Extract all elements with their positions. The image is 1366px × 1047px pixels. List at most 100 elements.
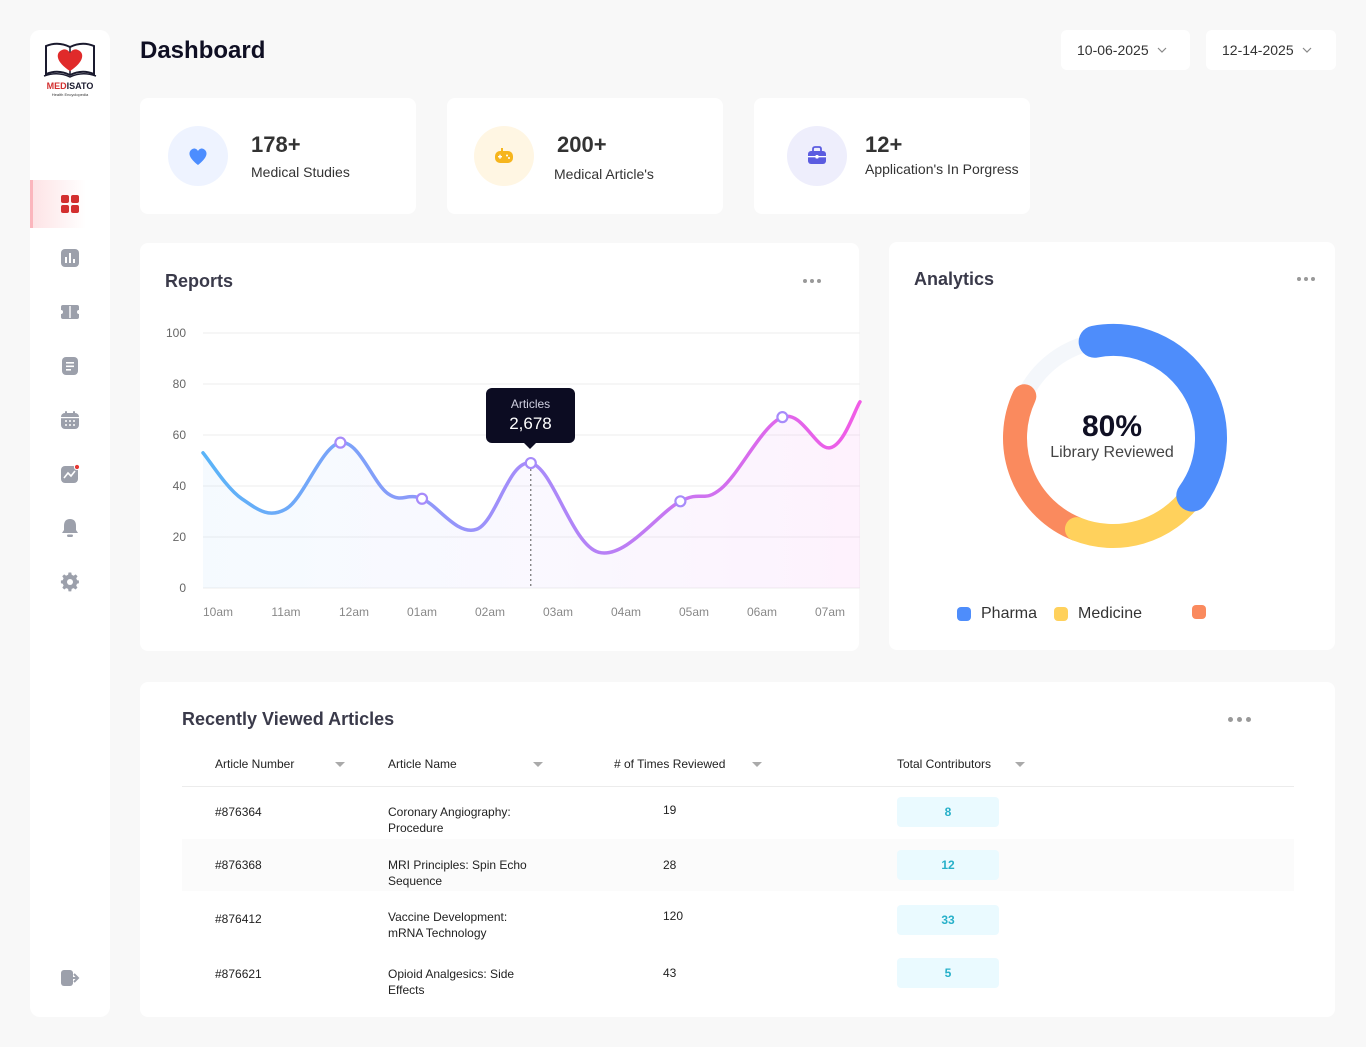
data-point[interactable] xyxy=(674,495,687,508)
y-tick-label: 100 xyxy=(166,326,186,340)
table-row[interactable]: #876364 Coronary Angiography: Procedure 1… xyxy=(182,786,1294,838)
sidebar-item-notifications[interactable] xyxy=(30,504,110,552)
date-to-picker[interactable]: 12-14-2025 xyxy=(1206,30,1336,70)
reports-more-button[interactable] xyxy=(803,279,821,283)
brand-logo[interactable]: MEDISATO Health Encyclopedia xyxy=(40,38,100,102)
legend-other xyxy=(1192,605,1216,619)
tooltip-value: 2,678 xyxy=(509,414,552,433)
donut-segment[interactable] xyxy=(1078,324,1227,512)
chevron-down-icon xyxy=(1157,47,1167,53)
analytics-panel xyxy=(889,242,1335,650)
cell-article-name: Coronary Angiography: Procedure xyxy=(388,805,511,835)
column-header-total-contributors[interactable]: Total Contributors xyxy=(897,757,1025,771)
data-point[interactable] xyxy=(776,411,789,424)
cell-times-reviewed: 43 xyxy=(663,966,677,980)
stat-icon-wrap xyxy=(787,126,847,186)
table-row[interactable]: #876412 Vaccine Development: mRNA Technol… xyxy=(182,891,1294,943)
cell-article-number: #876621 xyxy=(215,967,262,981)
date-to-value: 12-14-2025 xyxy=(1222,42,1294,58)
reports-chart: 0 20 40 60 80 100 10am 11am 12am 01am 02am 03am 04a… xyxy=(166,326,862,619)
sort-caret-icon[interactable] xyxy=(335,762,345,767)
analytics-title: Analytics xyxy=(914,269,995,289)
sidebar-item-tickets[interactable] xyxy=(30,288,110,336)
ticket-icon xyxy=(61,305,79,319)
cell-times-reviewed: 120 xyxy=(663,909,684,923)
data-point[interactable] xyxy=(415,492,429,505)
contributors-badge: 5 xyxy=(897,958,999,988)
gamepad-icon xyxy=(495,148,513,163)
cell-article-number: #876368 xyxy=(215,858,262,872)
brand-tagline: Health Encyclopedia xyxy=(51,92,89,97)
x-tick-label: 03am xyxy=(543,605,573,619)
book-heart-icon xyxy=(43,42,97,78)
page-title: Dashboard xyxy=(140,37,266,64)
x-tick-label: 11am xyxy=(271,605,300,619)
legend-medicine: Medicine xyxy=(1054,605,1142,623)
y-tick-label: 60 xyxy=(173,428,187,442)
column-header-label: Article Name xyxy=(388,757,457,771)
logout-button[interactable] xyxy=(30,954,110,1002)
y-tick-label: 40 xyxy=(173,479,187,493)
contributors-badge: 8 xyxy=(897,797,999,827)
sidebar-item-calendar[interactable] xyxy=(30,396,110,444)
logout-icon xyxy=(61,970,80,986)
legend-swatch xyxy=(957,607,971,621)
briefcase-icon xyxy=(808,146,826,164)
date-from-picker[interactable]: 10-06-2025 xyxy=(1061,30,1190,70)
gear-icon xyxy=(60,572,79,592)
grid-icon xyxy=(61,195,79,213)
donut-center: 80% Library Reviewed xyxy=(1012,410,1212,462)
stat-value: 200+ xyxy=(557,132,607,157)
legend-label: Medicine xyxy=(1078,605,1143,622)
column-header-times-reviewed[interactable]: # of Times Reviewed xyxy=(614,757,762,771)
cell-article-number: #876412 xyxy=(215,912,262,926)
x-tick-label: 04am xyxy=(611,605,641,619)
heart-icon xyxy=(189,148,207,165)
sidebar-item-trends[interactable] xyxy=(30,450,110,498)
stat-label: Medical Studies xyxy=(251,164,350,180)
donut-segment[interactable] xyxy=(1064,483,1205,548)
column-header-article-number[interactable]: Article Number xyxy=(215,757,345,771)
date-from-value: 10-06-2025 xyxy=(1077,42,1149,58)
data-point[interactable] xyxy=(524,456,537,470)
x-tick-label: 10am xyxy=(203,605,233,619)
stat-value: 178+ xyxy=(251,132,301,157)
column-header-article-name[interactable]: Article Name xyxy=(388,757,543,771)
x-tick-label: 06am xyxy=(747,605,777,619)
sort-caret-icon[interactable] xyxy=(752,762,762,767)
table-header-divider xyxy=(182,786,1294,787)
trend-chart-icon xyxy=(61,464,80,483)
stat-card-applications[interactable]: 12+ Application's In Porgress xyxy=(754,98,1030,214)
sort-caret-icon[interactable] xyxy=(533,762,543,767)
donut-segment[interactable] xyxy=(1003,384,1089,542)
legend-swatch xyxy=(1192,605,1206,619)
data-point[interactable] xyxy=(334,436,347,449)
sidebar-item-reports[interactable] xyxy=(30,234,110,282)
stat-card-medical-articles[interactable]: 200+ Medical Article's xyxy=(447,98,723,214)
sidebar-item-settings[interactable] xyxy=(30,558,110,606)
x-tick-label: 01am xyxy=(407,605,437,619)
legend-swatch xyxy=(1054,607,1068,621)
sidebar-item-documents[interactable] xyxy=(30,342,110,390)
chart-tooltip: Articles 2,678 xyxy=(486,388,575,449)
x-tick-label: 02am xyxy=(475,605,505,619)
table-row[interactable]: #876368 MRI Principles: Spin Echo Sequenc… xyxy=(182,839,1294,891)
articles-more-button[interactable] xyxy=(1228,717,1251,722)
calendar-icon xyxy=(61,411,79,429)
brand-name: MEDISATO xyxy=(46,81,94,91)
bell-icon xyxy=(62,519,78,537)
sidebar-item-dashboard[interactable] xyxy=(30,180,110,228)
column-header-label: Total Contributors xyxy=(897,757,992,771)
stat-card-medical-studies[interactable]: 178+ Medical Studies xyxy=(140,98,416,214)
table-row[interactable]: #876621 Opioid Analgesics: Side Effects 4… xyxy=(182,945,1294,997)
analytics-donut xyxy=(1003,324,1227,548)
stat-icon-wrap xyxy=(474,126,534,186)
x-tick-label: 12am xyxy=(339,605,369,619)
cell-article-name: Opioid Analgesics: Side Effects xyxy=(388,967,515,997)
column-header-label: Article Number xyxy=(215,757,295,771)
y-tick-label: 80 xyxy=(173,377,187,391)
analytics-more-button[interactable] xyxy=(1297,277,1315,281)
contributors-badge: 33 xyxy=(897,905,999,935)
sidebar: MEDISATO Health Encyclopedia xyxy=(30,30,110,1017)
sort-caret-icon[interactable] xyxy=(1015,762,1025,767)
